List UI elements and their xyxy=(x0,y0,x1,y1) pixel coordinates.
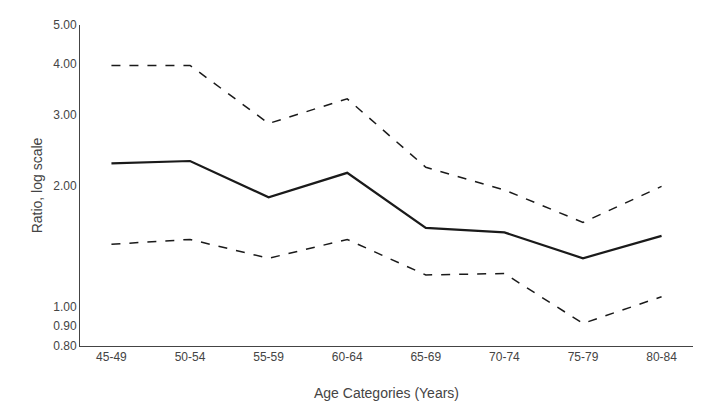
svg-text:4.00: 4.00 xyxy=(53,57,77,71)
svg-text:60-64: 60-64 xyxy=(332,350,363,364)
svg-text:0.90: 0.90 xyxy=(53,319,77,333)
svg-text:1.00: 1.00 xyxy=(53,300,77,314)
svg-text:70-74: 70-74 xyxy=(489,350,520,364)
svg-text:55-59: 55-59 xyxy=(253,350,284,364)
svg-text:Age Categories (Years): Age Categories (Years) xyxy=(314,385,459,401)
svg-text:50-54: 50-54 xyxy=(175,350,206,364)
svg-text:45-49: 45-49 xyxy=(96,350,127,364)
svg-text:65-69: 65-69 xyxy=(410,350,441,364)
svg-text:75-79: 75-79 xyxy=(568,350,599,364)
svg-text:80-84: 80-84 xyxy=(646,350,677,364)
svg-text:5.00: 5.00 xyxy=(53,18,77,32)
svg-text:Ratio, log scale: Ratio, log scale xyxy=(29,137,45,233)
svg-text:2.00: 2.00 xyxy=(53,179,77,193)
svg-text:0.80: 0.80 xyxy=(53,339,77,353)
svg-text:3.00: 3.00 xyxy=(53,108,77,122)
